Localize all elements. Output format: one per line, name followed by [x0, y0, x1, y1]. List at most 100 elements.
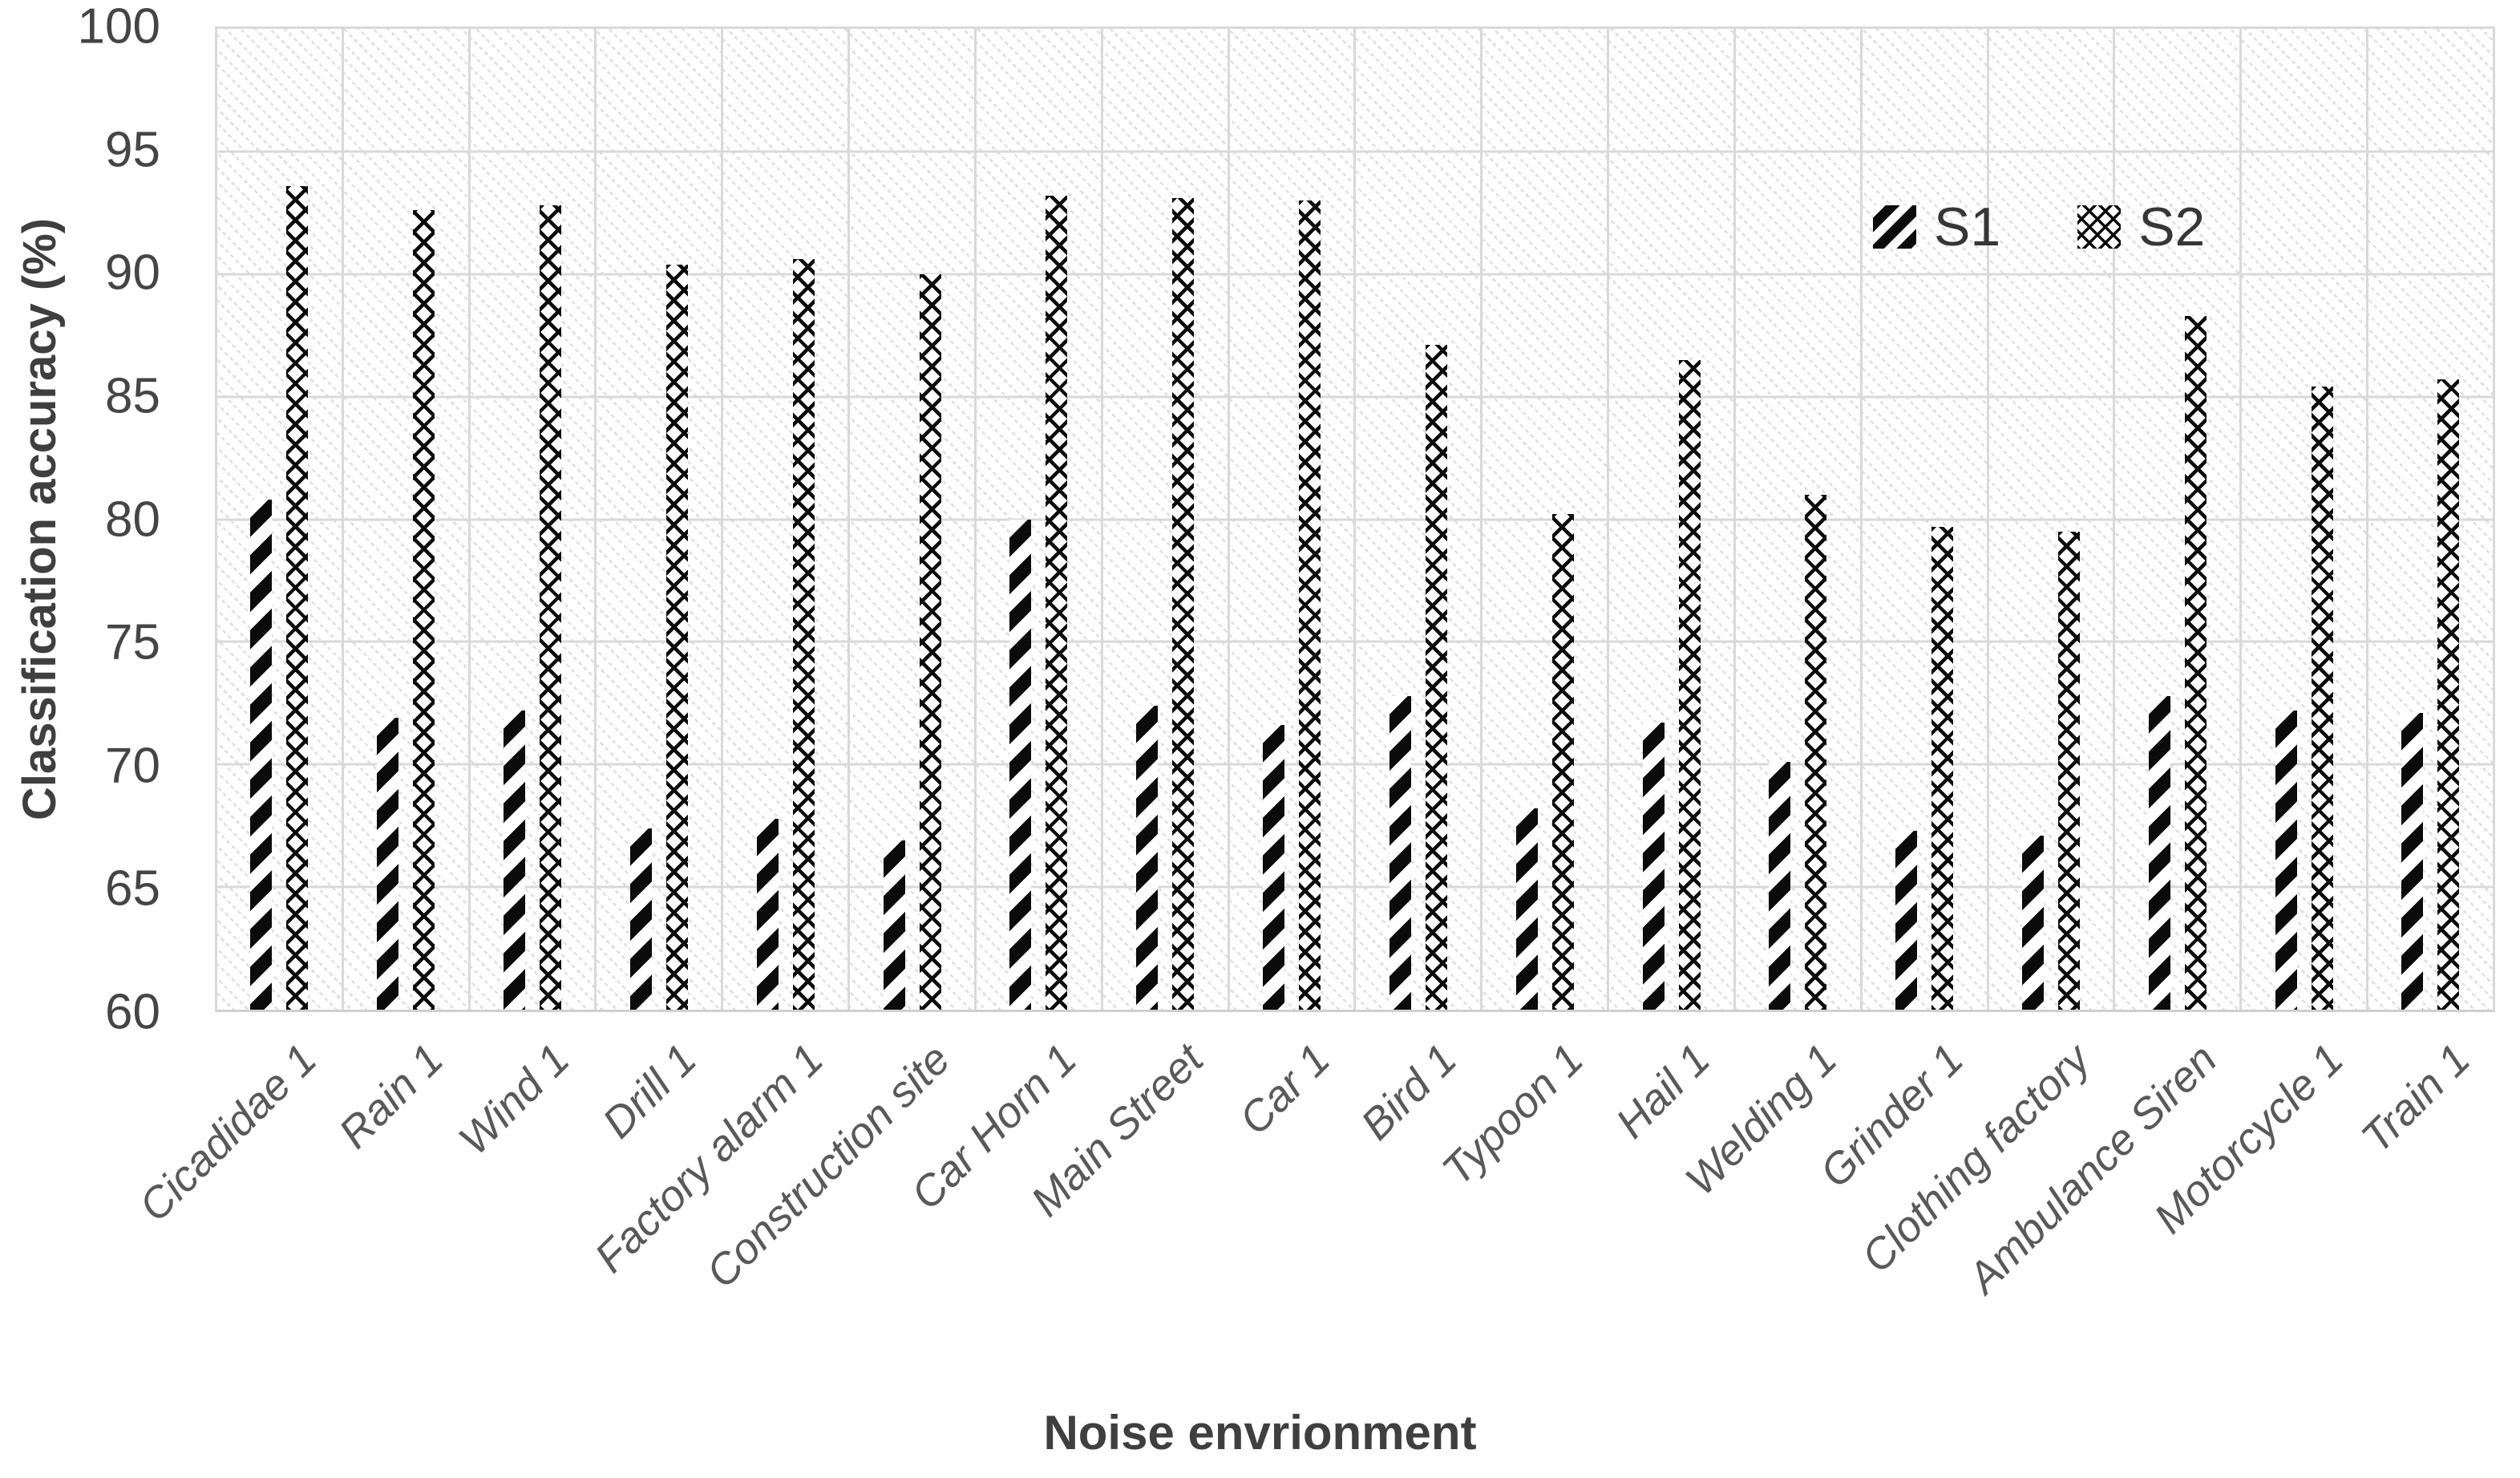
bar-s2: [2184, 315, 2207, 1010]
bar-s2: [665, 264, 688, 1010]
bar-s2: [1551, 514, 1574, 1010]
y-tick-label-80: 80: [105, 492, 160, 547]
bar-s2: [540, 205, 562, 1010]
bar-s2: [2437, 379, 2460, 1010]
category-slot: [1356, 29, 1483, 1010]
bar-s1: [1895, 830, 1918, 1010]
bar-pair: [1609, 29, 1733, 1010]
y-tick-label-60: 60: [105, 984, 160, 1040]
x-category-label: Typoon 1: [1433, 1035, 1593, 1195]
bar-pair: [1482, 29, 1607, 1010]
category-slot: [217, 29, 344, 1010]
bar-s1: [2022, 835, 2044, 1010]
plot-area: S1 S2: [215, 26, 2495, 1012]
category-slot: [597, 29, 724, 1010]
y-tick-label-70: 70: [105, 738, 160, 794]
y-axis-tick-labels: 100 95 90 85 80 75 70 65 60: [0, 0, 175, 1040]
y-tick-label-85: 85: [105, 368, 160, 424]
bar-s2: [2058, 531, 2080, 1010]
bar-pair: [723, 29, 847, 1010]
bar-pair: [2242, 29, 2366, 1010]
legend-label-s2: S2: [2138, 196, 2206, 257]
bar-s2: [919, 273, 941, 1010]
bar-s1: [756, 818, 779, 1010]
category-slot: [2115, 29, 2243, 1010]
category-slot: [1230, 29, 1357, 1010]
bar-pair: [977, 29, 1101, 1010]
s1-diagonal-stripe-swatch-icon: [1873, 205, 1916, 249]
x-category-label: Wind 1: [450, 1035, 580, 1164]
bar-pair: [217, 29, 342, 1010]
bar-s2: [1425, 345, 1447, 1010]
category-slot: [1863, 29, 1989, 1010]
category-slot: [1103, 29, 1230, 1010]
category-slot: [723, 29, 851, 1010]
bar-pair: [344, 29, 468, 1010]
bar-pair: [471, 29, 595, 1010]
bar-pair: [597, 29, 721, 1010]
bar-s2: [792, 259, 815, 1010]
bar-pair: [2368, 29, 2493, 1010]
bar-pair: [1103, 29, 1228, 1010]
bar-s2: [413, 210, 435, 1010]
x-category-label: Cicadidae 1: [130, 1035, 326, 1231]
category-slot: [471, 29, 597, 1010]
y-tick-label-65: 65: [105, 860, 160, 917]
bar-pair: [1863, 29, 1987, 1010]
bar-s2: [1046, 195, 1068, 1010]
bar-pair: [1989, 29, 2113, 1010]
category-slot: [1989, 29, 2116, 1010]
bar-s1: [377, 718, 399, 1010]
x-category-label: Rain 1: [330, 1035, 453, 1158]
category-slots: [217, 29, 2493, 1010]
category-slot: [2368, 29, 2493, 1010]
bar-s1: [629, 828, 652, 1010]
bar-pair: [1356, 29, 1480, 1010]
x-axis-category-labels: Cicadidae 1 Rain 1 Wind 1 Drill 1 Factory al…: [130, 1030, 2495, 1375]
bar-s2: [286, 185, 309, 1010]
bar-s1: [1263, 725, 1285, 1010]
category-slot: [1482, 29, 1610, 1010]
bar-s2: [2311, 387, 2333, 1010]
y-tick-label-75: 75: [105, 614, 160, 670]
legend-item-s2: S2: [2077, 196, 2205, 258]
bar-s1: [2148, 695, 2170, 1010]
bar-pair: [1230, 29, 1354, 1010]
bar-s2: [1678, 359, 1701, 1010]
legend: S1 S2: [1873, 196, 2205, 258]
category-slot: [1609, 29, 1736, 1010]
x-category-label: Hail 1: [1607, 1035, 1720, 1148]
x-category-label: Car 1: [1230, 1035, 1340, 1144]
bar-s1: [250, 500, 273, 1010]
category-slot: [1736, 29, 1863, 1010]
bar-s1: [2401, 713, 2424, 1010]
x-category-label: Factory alarm 1: [585, 1035, 833, 1282]
y-tick-label-90: 90: [105, 245, 160, 301]
category-slot: [2242, 29, 2369, 1010]
bar-s1: [1136, 705, 1159, 1010]
bar-s1: [883, 840, 905, 1010]
bar-s1: [1009, 519, 1032, 1010]
x-category-label: Train 1: [2352, 1035, 2480, 1163]
bar-s1: [2275, 711, 2297, 1010]
y-tick-label-100: 100: [77, 0, 160, 55]
bar-s2: [1172, 197, 1195, 1010]
bar-pair: [2115, 29, 2239, 1010]
category-slot: [850, 29, 977, 1010]
category-slot: [344, 29, 471, 1010]
bar-s2: [1805, 494, 1827, 1010]
bar-s1: [1389, 695, 1411, 1010]
bar-s2: [1931, 526, 1954, 1010]
legend-item-s1: S1: [1873, 196, 2000, 258]
x-category-label: Clothing factory: [1852, 1035, 2100, 1282]
bar-pair: [850, 29, 974, 1010]
bar-s1: [1515, 808, 1538, 1010]
bar-s1: [1642, 723, 1664, 1010]
bar-s1: [504, 711, 526, 1010]
bar-s1: [1769, 762, 1791, 1010]
s2-crosshatch-swatch-icon: [2077, 205, 2122, 249]
category-slot: [977, 29, 1103, 1010]
bar-s2: [1299, 200, 1321, 1010]
x-axis-title: Noise envrionment: [1043, 1406, 1477, 1460]
